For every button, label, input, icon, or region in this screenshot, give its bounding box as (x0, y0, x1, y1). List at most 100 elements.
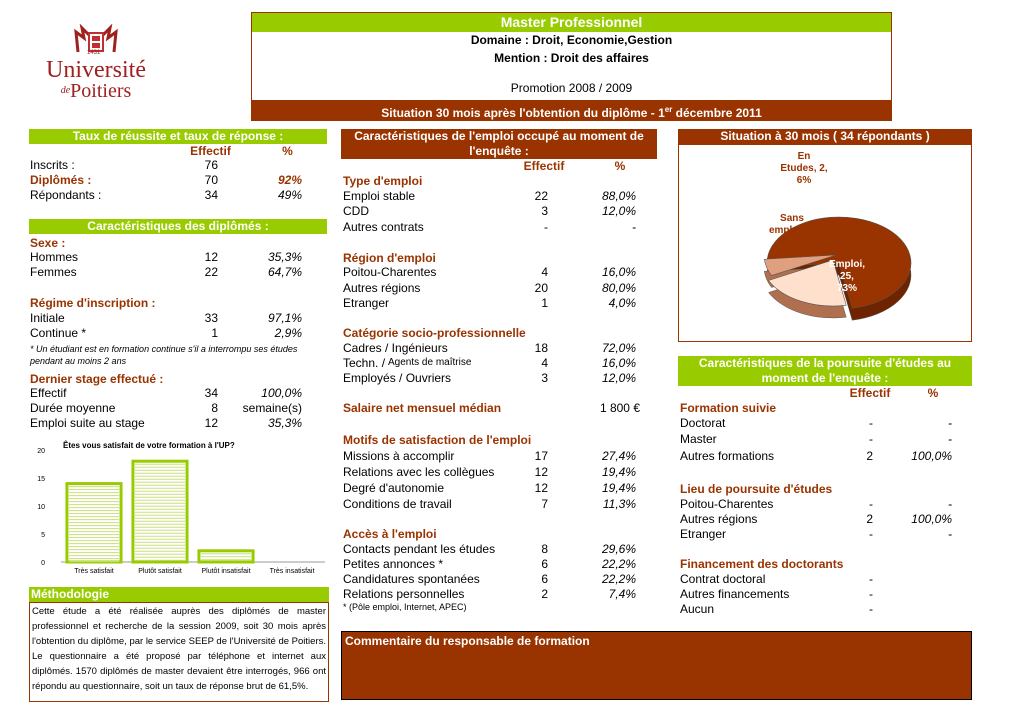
pie-label: Sans (780, 213, 804, 224)
row-label: Initiale (30, 311, 65, 325)
row-effectif: 76 (204, 158, 218, 172)
type-emploi-title: Type d'emploi (343, 174, 423, 188)
sexe-title: Sexe : (30, 236, 66, 250)
row-effectif: 4 (541, 356, 548, 370)
fin-title: Financement des doctorants (680, 557, 844, 571)
university-logo: 1431 Université dePoitiers (42, 23, 150, 102)
region-emploi-title: Région d'emploi (343, 251, 436, 265)
pie-title: Situation à 30 mois ( 34 répondants ) (678, 129, 972, 144)
pie-label: emploi, 7, (769, 225, 815, 236)
header-mention: Mention : Droit des affaires (494, 51, 649, 65)
x-tick-label: Très satisfait (74, 568, 113, 575)
row-label: Emploi suite au stage (30, 416, 145, 430)
row-effectif: 2 (866, 512, 873, 526)
poursuite-title: Caractéristiques de la poursuite d'étude… (678, 356, 972, 386)
pie-slice (766, 216, 912, 309)
emploi-h-pct: % (614, 159, 626, 173)
row-effectif: - (869, 497, 873, 511)
pie-label: 6% (797, 175, 812, 186)
row-label: Contrat doctoral (680, 572, 766, 586)
pie-slice (763, 254, 837, 276)
methodo-box: Cette étude a été réalisée auprès des di… (29, 602, 329, 702)
row-pct: 19,4% (601, 481, 636, 495)
row-effectif: 17 (534, 449, 548, 463)
row-label: Autres contrats (343, 220, 424, 234)
logo-text-poitiers: Poitiers (70, 80, 132, 102)
motifs-title: Motifs de satisfaction de l'emploi (343, 433, 532, 447)
y-tick-label: 10 (37, 504, 45, 511)
row-label: Répondants : (30, 188, 102, 202)
row-effectif: 12 (204, 416, 218, 430)
row-pct: 35,3% (267, 250, 302, 264)
row-pct: 12,0% (601, 371, 636, 385)
row-pct: 97,1% (267, 311, 302, 325)
commentaire-title: Commentaire du responsable de formation (345, 634, 590, 648)
row-pct: 49% (277, 188, 302, 202)
row-label: Autres régions (680, 512, 758, 526)
regime-note-1: * Un étudiant est en formation continue … (30, 344, 298, 354)
row-effectif: - (869, 416, 873, 430)
row-label: Petites annonces * (343, 557, 444, 571)
row-pct: - (948, 432, 952, 446)
row-effectif: - (869, 602, 873, 616)
bar-chart-title: Êtes vous satisfait de votre formation à… (63, 441, 235, 450)
row-label: Missions à accomplir (343, 449, 455, 463)
regime-title: Régime d'inscription : (30, 296, 156, 310)
pie-slice (768, 259, 847, 307)
row-effectif: 7 (541, 497, 548, 511)
row-pct: - (948, 416, 952, 430)
row-pct: 19,4% (601, 465, 636, 479)
row-label: Continue * (30, 326, 87, 340)
row-label: Poitou-Charentes (680, 497, 774, 511)
row-label: Emploi stable (343, 189, 416, 203)
row-effectif: 2 (541, 587, 548, 601)
row-label: Autres formations (680, 449, 775, 463)
row-label: Aucun (680, 602, 715, 616)
row-pct: 16,0% (601, 356, 636, 370)
satisfaction-bar-chart: Êtes vous satisfait de votre formation à… (29, 436, 329, 580)
header-box: Master Professionnel Domaine : Droit, Ec… (251, 12, 892, 121)
row-label: Employés / Ouvriers (343, 371, 452, 385)
row-label: Etranger (343, 296, 390, 310)
row-pct: 22,2% (601, 572, 636, 586)
row-effectif: 70 (204, 173, 218, 187)
row-label: Inscrits : (30, 158, 75, 172)
row-pct: - (632, 220, 636, 234)
row-effectif: 3 (541, 204, 548, 218)
row-pct: 4,0% (608, 296, 636, 310)
row-label: CDD (343, 204, 369, 218)
row-effectif: 8 (211, 401, 218, 415)
y-tick-label: 15 (37, 476, 45, 483)
pie-label: 73% (837, 283, 857, 294)
row-label-small: Agents de maîtrise (388, 357, 472, 368)
pie-label: Emploi, (829, 259, 865, 270)
row-effectif: 22 (204, 265, 218, 279)
taux-title: Taux de réussite et taux de réponse : (29, 129, 327, 144)
row-effectif: 6 (541, 557, 548, 571)
y-tick-label: 0 (41, 560, 45, 567)
y-tick-label: 20 (37, 448, 45, 455)
row-pct: 7,4% (608, 587, 636, 601)
logo-year: 1431 (87, 50, 101, 56)
row-label: Conditions de travail (343, 497, 452, 511)
commentaire-box: Commentaire du responsable de formation (341, 631, 972, 700)
row-effectif: 6 (541, 572, 548, 586)
x-tick-label: Plutôt insatisfait (201, 568, 250, 575)
row-pct: 16,0% (601, 265, 636, 279)
row-effectif: 22 (534, 189, 548, 203)
taux-h-effectif: Effectif (190, 144, 231, 158)
row-label: Hommes (30, 250, 79, 264)
row-effectif: 2 (866, 449, 873, 463)
row-label: Cadres / Ingénieurs (343, 341, 448, 355)
header-promotion: Promotion 2008 / 2009 (510, 81, 633, 95)
row-label: Poitou-Charentes (343, 265, 437, 279)
row-label: Femmes (30, 265, 77, 279)
acces-title: Accès à l'emploi (343, 527, 437, 541)
row-pct: semaine(s) (242, 401, 302, 415)
row-effectif: 4 (541, 265, 548, 279)
taux-h-pct: % (282, 144, 293, 158)
row-effectif: 1 (541, 296, 548, 310)
row-effectif: 33 (204, 311, 218, 325)
row-label: Candidatures spontanées (343, 572, 480, 586)
emploi-title: Caractéristiques de l'emploi occupé au m… (341, 129, 657, 159)
